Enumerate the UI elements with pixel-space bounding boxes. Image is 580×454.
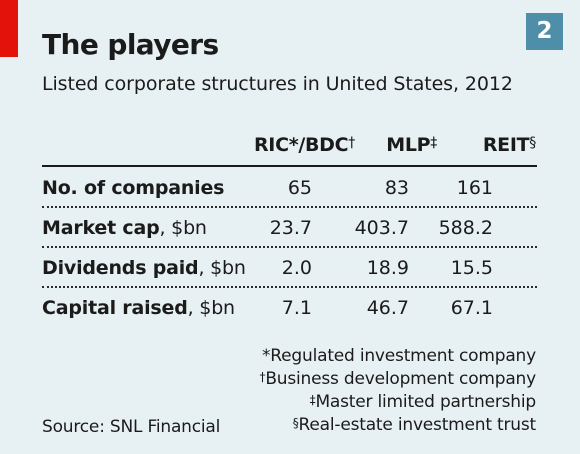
footnote-text: Real-estate investment trust [298, 415, 537, 435]
table-cell-reit: 588.2 [438, 217, 493, 239]
column-header-footnote-mark: ‡ [430, 135, 437, 151]
footnote-reit: §Real-estate investment trust [260, 414, 536, 437]
column-header-reit: REIT§ [483, 133, 536, 157]
column-header-ric-bdc: RIC*/BDC† [254, 133, 355, 157]
table-cell-ric-bdc: 7.1 [281, 297, 312, 319]
footnote-mark: † [259, 370, 266, 384]
footnote-mark: § [292, 416, 299, 430]
table-cell-reit: 15.5 [450, 257, 493, 279]
table-row-dividends-paid: Dividends paid, $bn 2.0 18.9 15.5 [42, 252, 537, 282]
chart-number-badge: 2 [526, 13, 563, 50]
footnote-bdc: †Business development company [259, 368, 537, 391]
chart-subtitle: Listed corporate structures in United St… [42, 73, 513, 95]
footnote-text: Master limited partnership [315, 392, 536, 412]
row-label: No. of companies [42, 176, 224, 200]
row-label-text: Market cap [42, 217, 160, 239]
row-divider [42, 286, 537, 288]
table-cell-mlp: 18.9 [366, 257, 409, 279]
footnote-ric: *Regulated investment company [260, 345, 536, 368]
footnotes: *Regulated investment company †Business … [259, 345, 537, 437]
footnote-mark: ‡ [309, 393, 316, 407]
row-label: Capital raised, $bn [42, 296, 235, 320]
column-header-label: REIT [482, 134, 530, 156]
table-row-market-cap: Market cap, $bn 23.7 403.7 588.2 [42, 212, 537, 242]
table-cell-ric-bdc: 65 [287, 177, 312, 199]
row-divider [42, 246, 537, 248]
row-label: Dividends paid, $bn [42, 256, 246, 280]
footnote-mlp: ‡Master limited partnership [260, 391, 537, 414]
header-rule [42, 165, 537, 167]
red-tag-decoration [0, 0, 18, 57]
footnote-text: *Regulated investment company [262, 346, 536, 366]
source-note: Source: SNL Financial [42, 417, 221, 437]
table-row-no-of-companies: No. of companies 65 83 161 [42, 172, 537, 202]
column-header-footnote-mark: § [529, 135, 536, 151]
table-cell-mlp: 403.7 [354, 217, 409, 239]
row-label-unit: , $bn [198, 257, 246, 279]
column-header-footnote-mark: † [348, 135, 355, 151]
column-header-mlp: MLP‡ [386, 133, 437, 157]
row-label-text: Dividends paid [42, 257, 199, 279]
table-cell-mlp: 46.7 [366, 297, 409, 319]
table-cell-reit: 161 [456, 177, 493, 199]
table-cell-reit: 67.1 [450, 297, 493, 319]
chart-title: The players [42, 28, 219, 61]
row-label: Market cap, $bn [42, 216, 207, 240]
column-header-label: MLP [386, 134, 431, 156]
column-header-label: RIC*/BDC [253, 134, 349, 156]
row-label-unit: , $bn [187, 297, 235, 319]
table-row-capital-raised: Capital raised, $bn 7.1 46.7 67.1 [42, 292, 537, 322]
row-label-text: Capital raised [42, 297, 188, 319]
row-divider [42, 206, 537, 208]
row-label-text: No. of companies [42, 177, 225, 199]
row-label-unit: , $bn [159, 217, 207, 239]
table-cell-ric-bdc: 23.7 [269, 217, 312, 239]
footnote-text: Business development company [265, 369, 536, 389]
table-cell-mlp: 83 [384, 177, 409, 199]
table-cell-ric-bdc: 2.0 [281, 257, 312, 279]
